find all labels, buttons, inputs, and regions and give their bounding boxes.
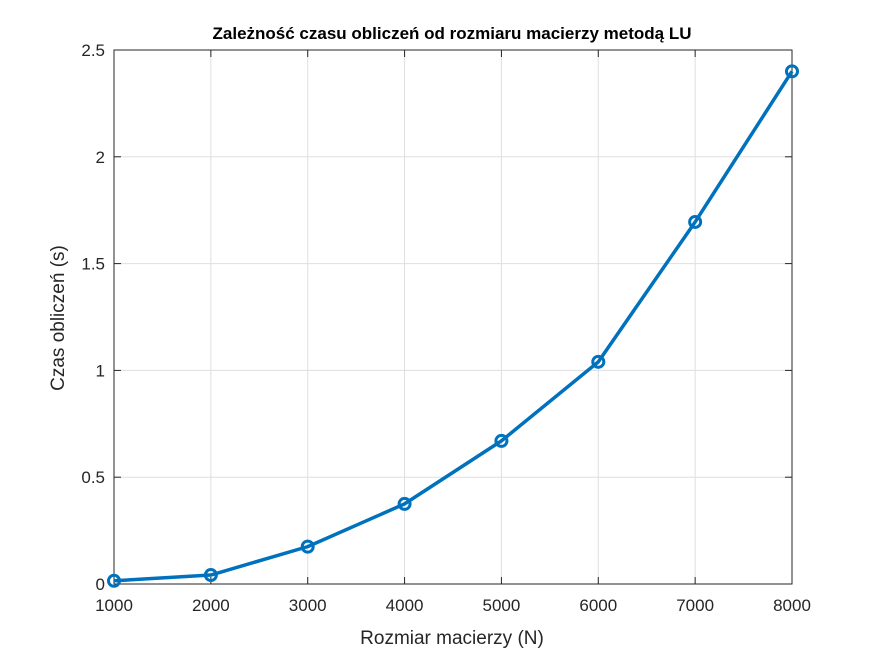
y-tick-label: 2 <box>96 148 105 167</box>
data-point-marker <box>107 573 121 588</box>
data-point-marker <box>688 214 703 229</box>
x-tick-label: 2000 <box>192 596 230 615</box>
data-point-marker <box>494 433 509 448</box>
x-tick-label: 4000 <box>386 596 424 615</box>
chart-title: Zależność czasu obliczeń od rozmiaru mac… <box>213 24 692 43</box>
y-tick-label: 1.5 <box>81 255 105 274</box>
x-tick-label: 5000 <box>483 596 521 615</box>
x-tick-label: 6000 <box>579 596 617 615</box>
plot-area <box>114 50 792 584</box>
axes-box <box>113 49 793 585</box>
data-point-marker <box>203 568 218 583</box>
data-point-marker <box>397 496 412 511</box>
x-axis-label: Rozmiar macierzy (N) <box>360 628 544 649</box>
x-tick-label: 8000 <box>773 596 811 615</box>
x-tick-label: 3000 <box>289 596 327 615</box>
y-axis-label: Czas obliczeń (s) <box>48 245 69 391</box>
y-tick-label: 0 <box>96 575 105 594</box>
tick-marks <box>113 49 793 585</box>
y-tick-label: 2.5 <box>81 41 105 60</box>
y-tick-labels: 0 0.5 1 1.5 2 2.5 <box>81 41 105 594</box>
x-tick-label: 1000 <box>95 596 133 615</box>
series-line <box>113 70 794 583</box>
data-point-marker <box>300 539 315 554</box>
y-tick-label: 0.5 <box>81 468 105 487</box>
x-tick-labels: 1000 2000 3000 4000 5000 6000 7000 8000 <box>95 596 811 615</box>
y-tick-label: 1 <box>96 361 105 380</box>
data-point-marker <box>785 64 799 79</box>
series-markers <box>107 64 799 588</box>
data-point-marker <box>591 354 606 369</box>
x-tick-label: 7000 <box>676 596 714 615</box>
